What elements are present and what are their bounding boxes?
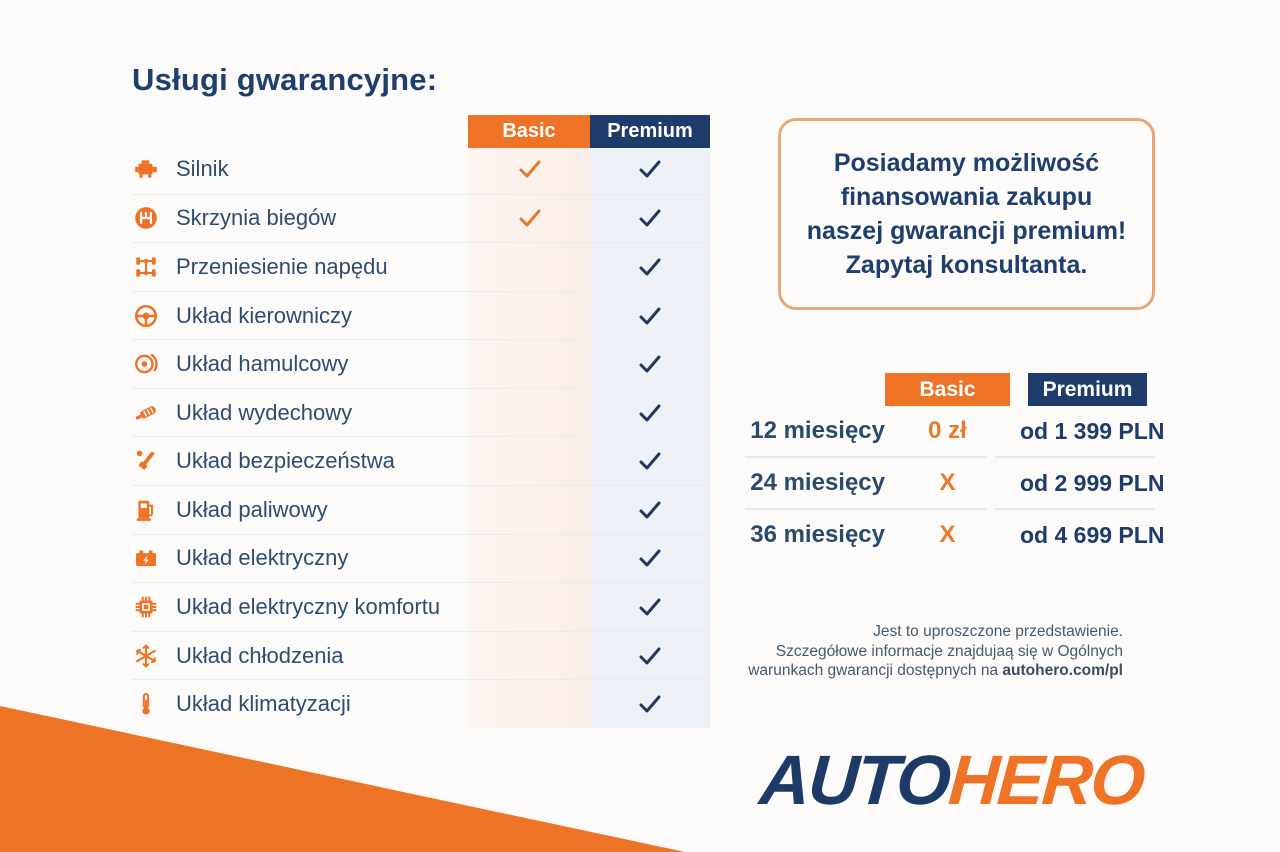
pricing-premium-header: Premium: [1028, 373, 1147, 406]
row-label: Skrzynia biegów: [176, 205, 337, 231]
premium-check-icon: [637, 254, 663, 280]
row-label: Układ kierowniczy: [176, 302, 353, 328]
premium-check-icon: [637, 497, 663, 523]
row-label: Przeniesienie napędu: [176, 253, 388, 279]
table-row: Układ elektryczny: [132, 533, 710, 583]
row-label: Układ paliwowy: [176, 496, 328, 522]
battery-icon: [132, 544, 160, 572]
table-row: Układ elektryczny komfortu: [132, 582, 710, 631]
table-row: Układ wydechowy: [132, 387, 710, 437]
pricing-row: 36 miesięcy X od 4 699 PLN: [745, 518, 1165, 552]
row-label: Silnik: [176, 156, 229, 182]
premium-check-icon: [637, 303, 663, 329]
row-label: Układ elektryczny: [176, 545, 349, 571]
fuel-pump-icon: [132, 496, 160, 524]
pricing-basic-value: X: [939, 521, 956, 548]
autohero-url: autohero.com/pl: [1002, 662, 1123, 679]
disclaimer-text: Jest to uproszczone przedstawienie. Szcz…: [600, 622, 1123, 681]
warranty-items-table: Silnik Skrzynia biegów Przeniesienie nap…: [132, 145, 710, 728]
table-row: Skrzynia biegów: [132, 193, 710, 243]
financing-note-box: Posiadamy możliwość finansowania zakupu …: [778, 118, 1155, 310]
autohero-logo: AUTOHERO: [757, 740, 1146, 820]
logo-auto-part: AUTO: [757, 741, 952, 819]
pricing-row: 24 miesięcy X od 2 999 PLN: [745, 466, 1165, 500]
pricing-period: 12 miesięcy: [750, 417, 885, 444]
premium-check-icon: [637, 594, 663, 620]
financing-note-line: Zapytaj konsultanta.: [845, 251, 1088, 279]
pricing-period: 36 miesięcy: [750, 521, 885, 548]
premium-check-icon: [637, 156, 663, 182]
engine-icon: [132, 155, 160, 183]
thermometer-icon: [132, 690, 160, 718]
table-row: Układ chłodzenia: [132, 630, 710, 680]
snowflake-icon: [132, 642, 160, 670]
exhaust-icon: [132, 399, 160, 427]
financing-note-line: finansowania zakupu: [840, 183, 1093, 211]
brake-icon: [132, 350, 160, 378]
row-label: Układ elektryczny komfortu: [176, 593, 441, 619]
pricing-divider: [995, 456, 1155, 458]
row-label: Układ klimatyzacji: [176, 691, 351, 717]
basic-check-icon: [517, 156, 543, 182]
table-row: Układ bezpieczeństwa: [132, 436, 710, 485]
premium-check-icon: [637, 400, 663, 426]
steering-wheel-icon: [132, 302, 160, 330]
pricing-basic-header: Basic: [885, 373, 1010, 406]
table-row: Układ hamulcowy: [132, 339, 710, 388]
basic-column-header: Basic: [468, 115, 590, 148]
pricing-premium-value: od 1 399 PLN: [1020, 417, 1165, 444]
row-label: Układ hamulcowy: [176, 351, 349, 377]
row-label: Układ wydechowy: [176, 399, 353, 425]
pricing-period: 24 miesięcy: [750, 469, 885, 496]
disclaimer-line: Szczegółowe informacje znajdujaą się w O…: [775, 642, 1123, 660]
row-label: Układ bezpieczeństwa: [176, 448, 395, 474]
pricing-divider: [745, 456, 987, 458]
row-label: Układ chłodzenia: [176, 642, 344, 668]
seatbelt-icon: [132, 447, 160, 475]
premium-check-icon: [637, 205, 663, 231]
basic-check-icon: [517, 205, 543, 231]
chip-icon: [132, 593, 160, 621]
financing-note-line: naszej gwarancji premium!: [806, 217, 1127, 245]
gearbox-icon: [132, 204, 160, 232]
drivetrain-icon: [132, 253, 160, 281]
pricing-basic-value: 0 zł: [928, 417, 967, 444]
premium-check-icon: [637, 545, 663, 571]
logo-hero-part: HERO: [946, 741, 1147, 819]
pricing-divider: [745, 508, 987, 510]
premium-column-header: Premium: [590, 115, 710, 148]
disclaimer-line: warunkach gwarancji dostępnych na autohe…: [748, 662, 1123, 679]
table-row: Układ klimatyzacji: [132, 679, 710, 728]
premium-check-icon: [637, 691, 663, 717]
disclaimer-line: Jest to uproszczone przedstawienie.: [873, 623, 1123, 640]
pricing-premium-value: od 4 699 PLN: [1020, 521, 1165, 548]
financing-note-line: Posiadamy możliwość: [833, 149, 1100, 177]
page-title: Usługi gwarancyjne:: [132, 62, 438, 97]
pricing-basic-value: X: [939, 469, 956, 496]
table-row: Układ paliwowy: [132, 485, 710, 534]
pricing-premium-value: od 2 999 PLN: [1020, 469, 1165, 496]
table-row: Układ kierowniczy: [132, 290, 710, 340]
premium-check-icon: [637, 643, 663, 669]
pricing-row: 12 miesięcy 0 zł od 1 399 PLN: [745, 414, 1165, 448]
pricing-divider: [995, 508, 1155, 510]
table-row: Silnik: [132, 145, 710, 194]
premium-check-icon: [637, 351, 663, 377]
table-row: Przeniesienie napędu: [132, 242, 710, 291]
premium-check-icon: [637, 448, 663, 474]
